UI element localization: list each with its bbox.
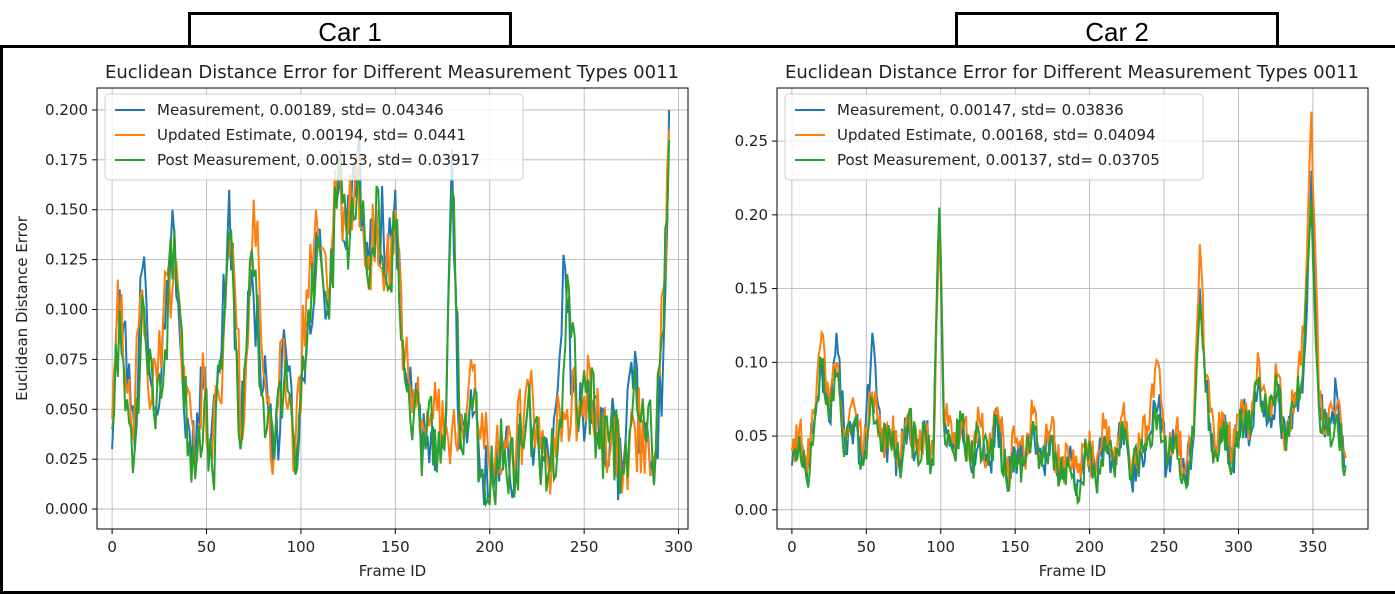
x-tick-label: 0	[107, 538, 117, 556]
x-tick-label: 250	[1150, 538, 1179, 556]
series-line-2	[111, 129, 671, 495]
legend-label: Measurement, 0.00147, std= 0.03836	[837, 101, 1124, 119]
y-tick-label: 0.25	[735, 132, 768, 150]
x-tick-label: 200	[1075, 538, 1104, 556]
y-axis-label: Euclidean Distance Error	[13, 215, 31, 401]
y-tick-label: 0.125	[45, 251, 88, 269]
x-tick-label: 100	[926, 538, 955, 556]
chart-title: Euclidean Distance Error for Different M…	[105, 62, 679, 83]
plot-frame	[96, 87, 689, 530]
y-tick-label: 0.150	[45, 201, 88, 219]
x-axis-label: Frame ID	[1039, 562, 1106, 580]
y-tick-label: 0.175	[45, 151, 88, 169]
y-tick-label: 0.000	[45, 500, 88, 518]
y-tick-label: 0.025	[45, 450, 88, 468]
car-1-label: Car 1	[318, 17, 382, 47]
y-tick-label: 0.050	[45, 400, 88, 418]
y-tick-label: 0.10	[735, 353, 768, 371]
series-line-3	[791, 200, 1347, 506]
legend-label: Post Measurement, 0.00153, std= 0.03917	[157, 151, 480, 169]
x-tick-label: 200	[475, 538, 504, 556]
chart-1: 0 50 100 150 200 250 300 0.000 0.025 0.050 0.075 0.…	[13, 62, 693, 580]
legend-label: Measurement, 0.00189, std= 0.04346	[157, 101, 444, 119]
legend-label: Updated Estimate, 0.00194, std= 0.0441	[157, 126, 466, 144]
x-tick-label: 150	[381, 538, 410, 556]
y-tick-label: 0.00	[735, 501, 768, 519]
legend-label: Post Measurement, 0.00137, std= 0.03705	[837, 151, 1160, 169]
y-tick-label: 0.05	[735, 427, 768, 445]
series-line-1	[790, 170, 1347, 496]
car-2-label-box: Car 2	[955, 12, 1279, 47]
car-2-label: Car 2	[1085, 17, 1149, 47]
y-tick-label: 0.20	[735, 206, 768, 224]
figure-frame	[0, 45, 1395, 594]
x-tick-label: 300	[1224, 538, 1253, 556]
series-line-3	[111, 139, 671, 508]
x-tick-label: 300	[664, 538, 693, 556]
x-tick-label: 0	[787, 538, 797, 556]
y-tick-label: 0.100	[45, 300, 88, 318]
x-tick-label: 100	[287, 538, 316, 556]
legend-box	[784, 93, 1204, 181]
car-1-label-box: Car 1	[188, 12, 512, 47]
x-axis-label: Frame ID	[359, 562, 426, 580]
y-tick-label: 0.15	[735, 280, 768, 298]
x-tick-label: 350	[1299, 538, 1328, 556]
plot-frame	[776, 87, 1369, 530]
x-tick-label: 50	[857, 538, 876, 556]
x-tick-label: 150	[1001, 538, 1030, 556]
y-tick-label: 0.200	[45, 101, 88, 119]
chart-title: Euclidean Distance Error for Different M…	[785, 62, 1359, 83]
legend-label: Updated Estimate, 0.00168, std= 0.04094	[837, 126, 1156, 144]
x-tick-label: 50	[197, 538, 216, 556]
chart-2: 0 50 100 150 200 250 300 350 0.00 0.05 0.10 0.15 0.2…	[735, 62, 1369, 580]
x-tick-label: 250	[570, 538, 599, 556]
y-tick-label: 0.075	[45, 350, 88, 368]
legend-box	[104, 93, 524, 181]
